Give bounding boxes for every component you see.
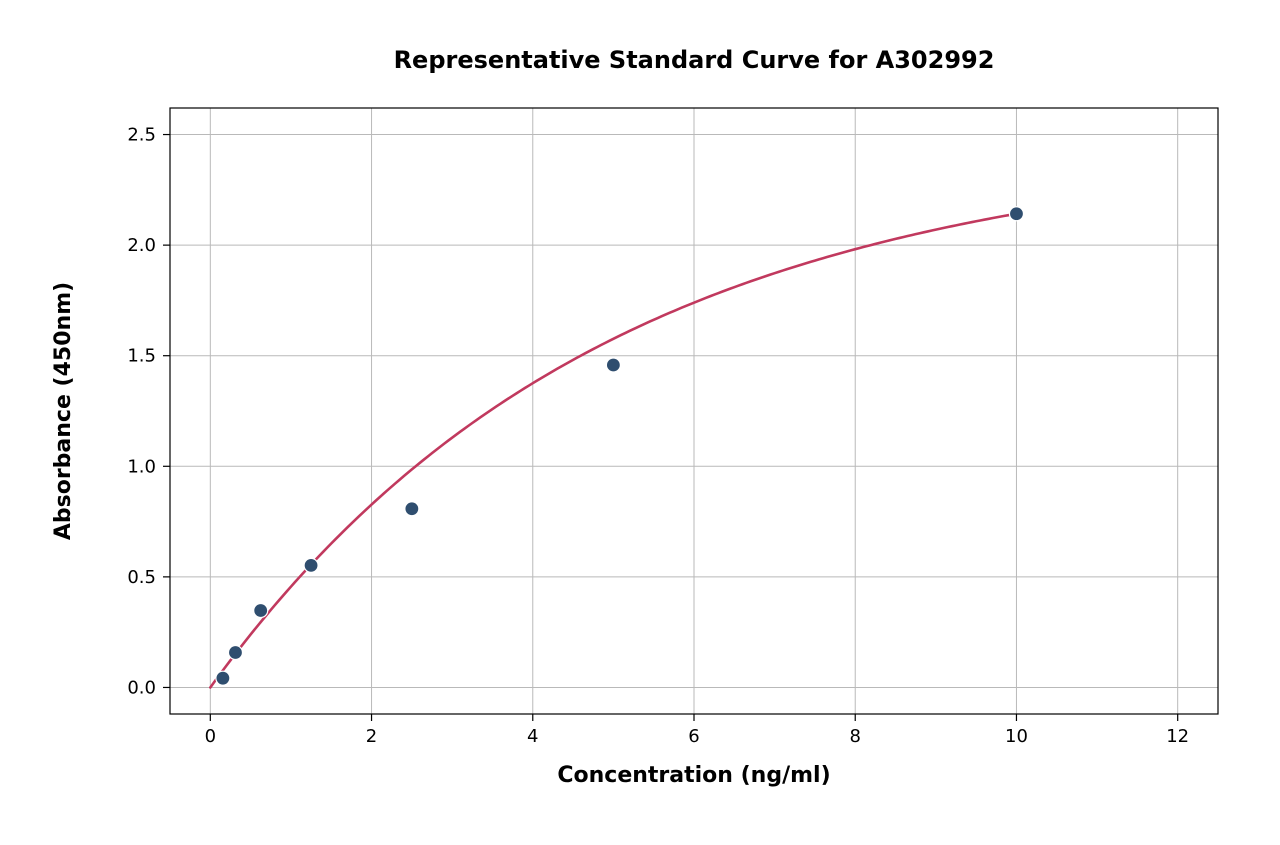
- xtick-label: 2: [366, 726, 377, 747]
- ytick-label: 0.5: [127, 567, 156, 588]
- ytick-label: 0.0: [127, 677, 156, 698]
- ytick-label: 2.0: [127, 235, 156, 256]
- standard-curve-chart: 0 2 4 6 8 10 12 0.0 0.5 1.0 1.5 2.0 2.5 Representativ…: [0, 0, 1280, 845]
- xtick-label: 6: [688, 726, 699, 747]
- xtick-label: 8: [850, 726, 861, 747]
- chart-title: Representative Standard Curve for A30299…: [394, 46, 995, 74]
- xtick-label: 4: [527, 726, 538, 747]
- data-point: [1009, 207, 1023, 221]
- ytick-label: 2.5: [127, 125, 156, 146]
- ytick-label: 1.0: [127, 456, 156, 477]
- data-point: [304, 558, 318, 572]
- y-axis-label: Absorbance (450nm): [51, 282, 76, 540]
- chart-background: [0, 0, 1280, 845]
- xtick-label: 10: [1005, 726, 1028, 747]
- data-point: [228, 646, 242, 660]
- ytick-label: 1.5: [127, 346, 156, 367]
- chart-container: 0 2 4 6 8 10 12 0.0 0.5 1.0 1.5 2.0 2.5 Representativ…: [0, 0, 1280, 845]
- xtick-label: 0: [205, 726, 216, 747]
- x-axis-label: Concentration (ng/ml): [557, 763, 830, 788]
- data-point: [216, 671, 230, 685]
- data-point: [405, 502, 419, 516]
- xtick-label: 12: [1166, 726, 1189, 747]
- data-point: [254, 603, 268, 617]
- data-point: [606, 358, 620, 372]
